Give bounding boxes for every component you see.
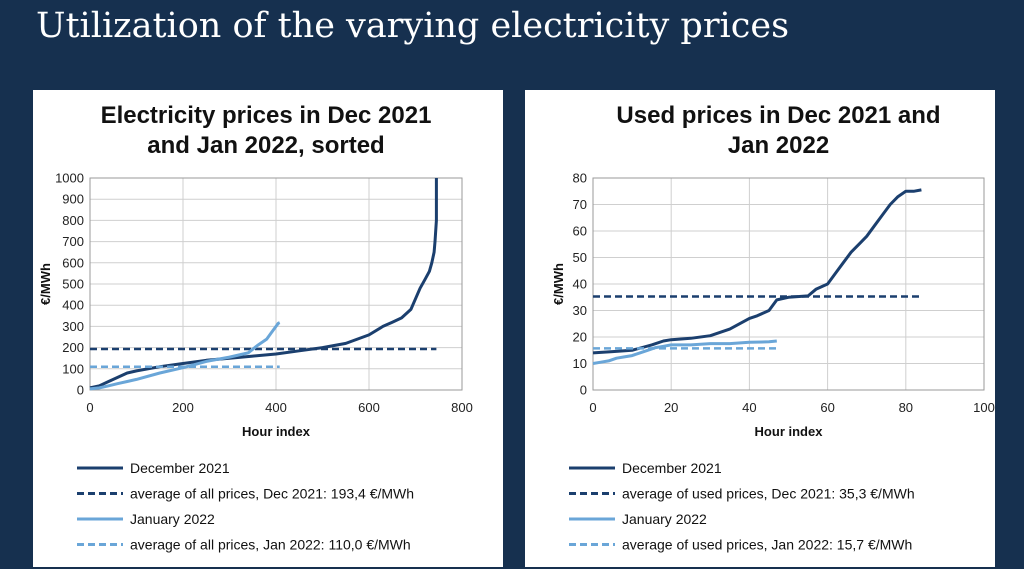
legend-label: January 2022 [130,511,215,527]
y-tick-label: 0 [580,383,587,398]
legend-label: December 2021 [622,460,722,476]
chart-title-line: Jan 2022 [728,132,829,159]
legend-label: average of all prices, Dec 2021: 193,4 €… [130,486,414,502]
legend-label: December 2021 [130,460,230,476]
x-tick-label: 100 [973,400,995,415]
y-tick-label: 30 [573,303,587,318]
series-line-0 [89,178,438,390]
x-tick-label: 40 [742,400,756,415]
y-tick-label: 600 [62,255,84,270]
y-tick-label: 70 [573,197,587,212]
legend-label: average of used prices, Jan 2022: 15,7 €… [622,537,912,553]
legend-label: average of all prices, Jan 2022: 110,0 €… [130,537,411,553]
used-prices-chart: Used prices in Dec 2021 and Jan 2022 0 10 20… [551,102,995,553]
y-tick-label: 0 [77,383,84,398]
x-axis-label: Hour index [242,424,311,439]
y-axis-label: €/MWh [38,263,53,305]
legend-label: average of used prices, Dec 2021: 35,3 €… [622,486,915,502]
series-line-0 [592,188,922,355]
chart-panel-sorted-prices: Electricity prices in Dec 2021 and Jan 20… [33,90,503,567]
chart-title-line: Used prices in Dec 2021 and [616,102,940,129]
x-tick-label: 600 [358,400,380,415]
x-tick-label: 800 [451,400,473,415]
y-tick-label: 50 [573,250,587,265]
x-tick-label: 80 [899,400,913,415]
y-tick-label: 20 [573,330,587,345]
x-tick-label: 0 [589,400,596,415]
y-tick-label: 800 [62,213,84,228]
y-tick-label: 300 [62,319,84,334]
sorted-prices-chart: Electricity prices in Dec 2021 and Jan 20… [38,102,473,553]
plot-area-border [89,177,463,391]
legend-label: January 2022 [622,511,707,527]
y-tick-label: 80 [573,171,587,186]
chart-title-line: Electricity prices in Dec 2021 [101,102,432,129]
y-tick-label: 900 [62,192,84,207]
chart-panel-used-prices: Used prices in Dec 2021 and Jan 2022 0 10 20… [525,90,995,567]
x-tick-label: 20 [664,400,678,415]
y-tick-label: 40 [573,277,587,292]
x-tick-label: 60 [820,400,834,415]
x-tick-label: 400 [265,400,287,415]
y-tick-label: 10 [573,356,587,371]
x-tick-label: 0 [86,400,93,415]
x-axis-label: Hour index [755,424,824,439]
y-tick-label: 200 [62,340,84,355]
y-tick-label: 500 [62,277,84,292]
series-line-2 [89,321,281,391]
y-tick-label: 700 [62,234,84,249]
x-tick-label: 200 [172,400,194,415]
slide-title: Utilization of the varying electricity p… [36,6,790,46]
y-axis-label: €/MWh [551,263,566,305]
y-tick-label: 60 [573,224,587,239]
chart-title-line: and Jan 2022, sorted [147,132,384,159]
y-tick-label: 400 [62,298,84,313]
y-tick-label: 100 [62,361,84,376]
plot-area-border [592,177,985,391]
y-tick-label: 1000 [55,171,84,186]
series-line-2 [592,339,777,365]
